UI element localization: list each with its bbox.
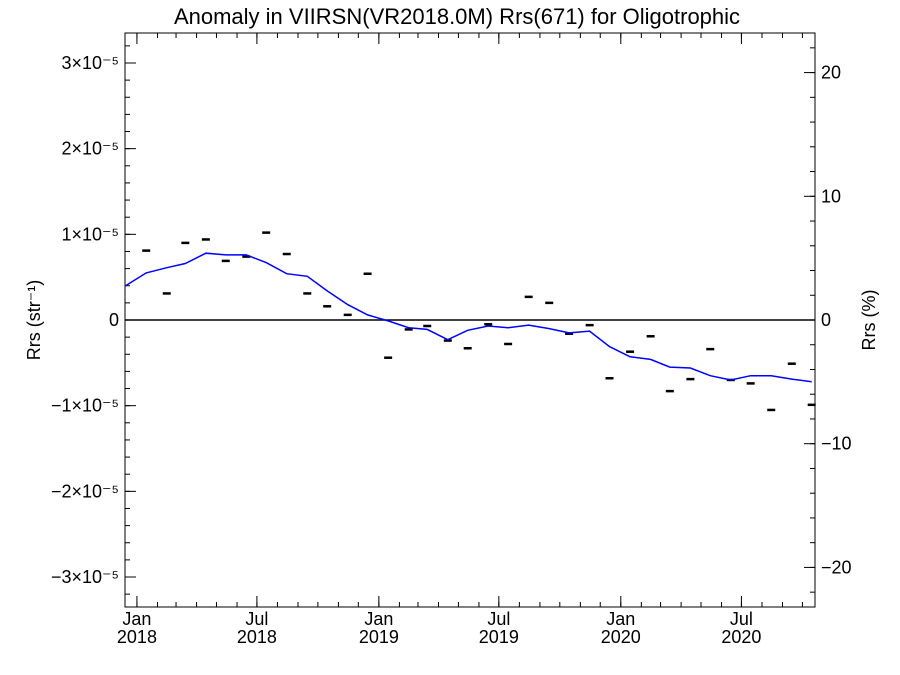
y2-tick-label: 0 — [821, 310, 831, 330]
x-tick-label: 2018 — [237, 627, 277, 647]
y-tick-label: 3×10⁻⁵ — [61, 53, 119, 73]
plot-area: 3×10⁻⁵ 2×10⁻⁵ 1×10⁻⁵ 0 −1×10⁻⁵ −2×10⁻⁵ −3×10⁻⁵… — [51, 32, 852, 647]
x-tick-label: 2019 — [359, 627, 399, 647]
y-tick-label: 1×10⁻⁵ — [61, 224, 119, 244]
y-tick-label: −3×10⁻⁵ — [51, 567, 119, 587]
x-tick-label: Jan — [364, 609, 393, 629]
y-axis-title: Rrs (str⁻¹) — [24, 280, 44, 360]
y-tick-label: 2×10⁻⁵ — [61, 139, 119, 159]
x-tick-label: 2020 — [601, 627, 641, 647]
y2-tick-label: −10 — [821, 434, 852, 454]
chart-title: Anomaly in VIIRSN(VR2018.0M) Rrs(671) fo… — [174, 4, 740, 29]
x-tick-label: 2020 — [721, 627, 761, 647]
y-tick-label: −2×10⁻⁵ — [51, 481, 119, 501]
y2-axis-title: Rrs (%) — [859, 290, 879, 351]
x-tick-label: Jan — [606, 609, 635, 629]
x-tick-label: Jul — [487, 609, 510, 629]
x-tick-label: 2019 — [479, 627, 519, 647]
y2-tick-label: 20 — [821, 63, 841, 83]
series-line — [125, 252, 812, 383]
y-tick-label: −1×10⁻⁵ — [51, 396, 119, 416]
y2-tick-label: 10 — [821, 186, 841, 206]
x-tick-label: Jul — [730, 609, 753, 629]
y-tick-label: 0 — [109, 310, 119, 330]
x-tick-label: 2018 — [117, 627, 157, 647]
x-tick-label: Jan — [122, 609, 151, 629]
x-tick-label: Jul — [245, 609, 268, 629]
y2-tick-label: −20 — [821, 557, 852, 577]
